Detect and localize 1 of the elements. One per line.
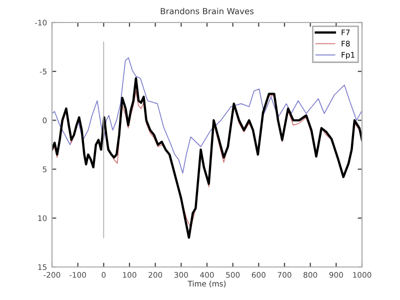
- chart-title: Brandons Brain Waves: [160, 8, 254, 14]
